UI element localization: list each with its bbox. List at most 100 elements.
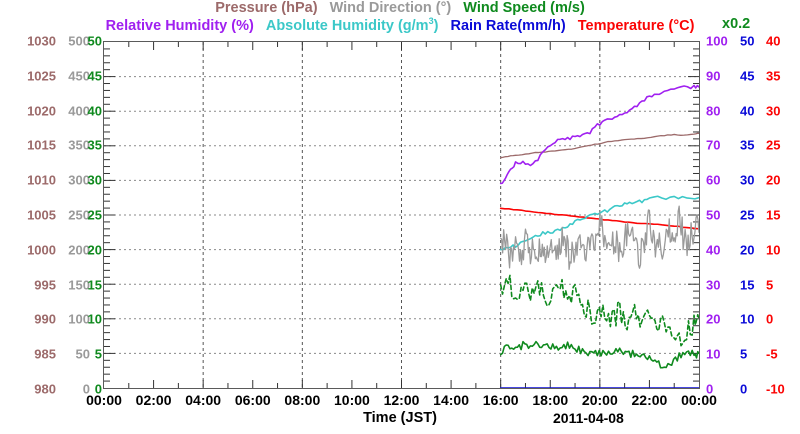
y-tick-rain_rate-20: 20: [740, 242, 755, 258]
legend-wind-direction: Wind Direction (°): [329, 0, 452, 16]
y-tick-wind_direction-250: 250: [68, 207, 90, 223]
x-axis-tick-labels: 00:00 02:00 04:00 06:00 08:00 10:00 12:00 14:00…: [0, 392, 800, 412]
y-tick-relative_humidity-0: 0: [706, 381, 714, 397]
y-tick-pressure-1025: 1025: [27, 68, 56, 84]
series-absolute-humidity: [499, 195, 699, 251]
plot-canvas: [104, 42, 699, 388]
y-tick-relative_humidity-80: 80: [706, 103, 721, 119]
x-tick-11: 22:00: [631, 392, 668, 408]
y-tick-wind_direction-200: 200: [68, 242, 90, 258]
y-tick-temperature-0: 0: [766, 311, 774, 327]
y-tick-rain_rate-45: 45: [740, 68, 755, 84]
y-tick-wind_speed-50: 50: [87, 33, 102, 49]
y-tick-temperature-40: 40: [766, 33, 781, 49]
y-tick-wind_direction-50: 50: [75, 346, 90, 362]
series-pressure: [500, 132, 699, 159]
x-axis-date-label: 2011-04-08: [553, 410, 624, 426]
x-tick-6: 12:00: [383, 392, 420, 408]
legend-rain-rate: Rain Rate(mm/h): [450, 17, 566, 34]
legend-multiplier: x0.2: [722, 16, 751, 32]
y-tick-wind_direction-0: 0: [82, 381, 90, 397]
y-tick-wind_speed-25: 25: [87, 207, 102, 223]
y-tick-relative_humidity-40: 40: [706, 242, 721, 258]
y-tick-wind_speed-5: 5: [94, 346, 102, 362]
y-tick-wind_speed-15: 15: [87, 277, 102, 293]
x-tick-5: 10:00: [334, 392, 370, 408]
y-tick-temperature-10: 10: [766, 242, 781, 258]
y-tick-rain_rate-0: 0: [740, 381, 748, 397]
y-tick-pressure-1020: 1020: [27, 103, 56, 119]
x-tick-7: 14:00: [433, 392, 469, 408]
series-wind-direction: [500, 205, 699, 270]
y-tick-rain_rate-25: 25: [740, 207, 755, 223]
x-tick-9: 18:00: [532, 392, 569, 408]
y-tick-rain_rate-35: 35: [740, 137, 755, 153]
x-axis-title: Time (JST): [363, 410, 437, 426]
x-tick-1: 02:00: [135, 392, 172, 408]
y-tick-wind_speed-20: 20: [87, 242, 102, 258]
legend-pressure: Pressure (hPa): [215, 0, 318, 16]
legend-row-top: Pressure (hPa) Wind Direction (°) Wind S…: [0, 0, 800, 16]
y-tick-temperature-35: 35: [766, 68, 781, 84]
y-tick-temperature-30: 30: [766, 103, 781, 119]
y-tick-wind_direction-500: 500: [68, 33, 90, 49]
y-tick-pressure-1015: 1015: [27, 137, 56, 153]
legend-relative-humidity: Relative Humidity (%): [105, 17, 254, 34]
legend-temperature: Temperature (°C): [577, 17, 695, 34]
y-tick-wind_direction-150: 150: [68, 277, 90, 293]
y-tick-relative_humidity-20: 20: [706, 311, 721, 327]
y-tick-wind_direction-450: 450: [68, 68, 90, 84]
y-tick-wind_speed-35: 35: [87, 137, 102, 153]
y-tick-temperature-25: 25: [766, 137, 781, 153]
y-tick-temperature-20: 20: [766, 172, 781, 188]
y-tick-relative_humidity-50: 50: [706, 207, 721, 223]
y-tick-wind_speed-30: 30: [87, 172, 102, 188]
y-tick-rain_rate-30: 30: [740, 172, 755, 188]
legend-wind-speed: Wind Speed (m/s): [463, 0, 585, 16]
plot-area: [103, 41, 700, 389]
series-wind-speed: [499, 340, 699, 369]
x-tick-0: 00:00: [86, 392, 122, 408]
y-tick-wind_speed-40: 40: [87, 103, 102, 119]
y-tick-relative_humidity-10: 10: [706, 346, 721, 362]
plot-svg: [104, 42, 699, 388]
y-tick-pressure-980: 980: [34, 381, 56, 397]
y-tick-temperature-neg5: -5: [766, 346, 778, 362]
legend-absolute-humidity: Absolute Humidity (g/m3): [265, 16, 439, 34]
x-tick-8: 16:00: [482, 392, 519, 408]
y-tick-wind_speed-10: 10: [87, 311, 102, 327]
series-wind-gust: [499, 274, 699, 347]
y-tick-relative_humidity-30: 30: [706, 277, 721, 293]
y-tick-temperature-5: 5: [766, 277, 774, 293]
y-tick-rain_rate-50: 50: [740, 33, 755, 49]
y-tick-temperature-neg10: -10: [766, 381, 785, 397]
y-tick-rain_rate-15: 15: [740, 277, 755, 293]
y-tick-pressure-1005: 1005: [27, 207, 56, 223]
y-tick-relative_humidity-60: 60: [706, 172, 721, 188]
x-tick-3: 06:00: [234, 392, 271, 408]
x-tick-4: 08:00: [284, 392, 321, 408]
y-tick-wind_direction-100: 100: [68, 311, 90, 327]
y-tick-wind_speed-45: 45: [87, 68, 102, 84]
y-tick-wind_direction-400: 400: [68, 103, 90, 119]
y-tick-pressure-995: 995: [34, 277, 56, 293]
y-tick-pressure-1010: 1010: [27, 172, 56, 188]
y-tick-temperature-15: 15: [766, 207, 781, 223]
y-tick-wind_speed-0: 0: [94, 381, 102, 397]
y-tick-pressure-1030: 1030: [27, 33, 56, 49]
series-relative-humidity: [499, 84, 699, 185]
x-tick-2: 04:00: [185, 392, 222, 408]
y-tick-wind_direction-350: 350: [68, 137, 90, 153]
x-tick-12: 00:00: [681, 392, 717, 408]
y-tick-rain_rate-40: 40: [740, 103, 755, 119]
legend-row-bottom: Relative Humidity (%) Absolute Humidity …: [0, 16, 800, 34]
y-tick-relative_humidity-90: 90: [706, 68, 721, 84]
y-tick-pressure-990: 990: [34, 311, 56, 327]
y-tick-rain_rate-5: 5: [740, 346, 748, 362]
x-tick-10: 20:00: [581, 392, 618, 408]
y-tick-pressure-985: 985: [34, 346, 56, 362]
y-tick-pressure-1000: 1000: [27, 242, 56, 258]
y-tick-rain_rate-10: 10: [740, 311, 755, 327]
y-tick-relative_humidity-70: 70: [706, 137, 721, 153]
